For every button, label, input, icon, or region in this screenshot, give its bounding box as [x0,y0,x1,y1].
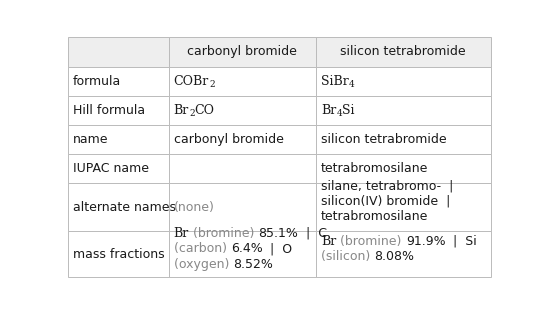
Text: 91.9%: 91.9% [406,234,445,248]
Bar [316,183,490,231]
Text: alternate names: alternate names [73,201,176,214]
Text: carbonyl bromide: carbonyl bromide [174,133,283,146]
Bar [316,154,490,183]
Bar [316,96,490,125]
Text: 8.08%: 8.08% [374,250,414,263]
Text: 85.1%: 85.1% [258,227,298,240]
Text: (carbon): (carbon) [174,242,231,255]
Bar [316,37,490,67]
Text: tetrabromosilane: tetrabromosilane [321,162,428,175]
Bar [168,231,316,277]
Text: Br: Br [174,104,189,117]
Text: carbonyl bromide: carbonyl bromide [187,45,297,58]
Text: Hill formula: Hill formula [73,104,146,117]
Text: (none): (none) [174,201,215,214]
Bar [68,96,168,125]
Text: silicon(IV) bromide  |: silicon(IV) bromide | [321,195,451,208]
Text: (oxygen): (oxygen) [174,258,233,271]
Bar [168,125,316,154]
Text: (silicon): (silicon) [321,250,374,263]
Bar [168,96,316,125]
Bar [316,67,490,96]
Text: (bromine): (bromine) [336,234,406,248]
Text: |  C: | C [298,227,327,240]
Text: (bromine): (bromine) [189,227,258,240]
Text: SiBr: SiBr [321,75,349,88]
Bar [68,67,168,96]
Text: 4: 4 [349,80,355,89]
Bar [168,154,316,183]
Text: silicon tetrabromide: silicon tetrabromide [341,45,466,58]
Text: name: name [73,133,108,146]
Text: 2: 2 [209,80,215,89]
Text: Si: Si [342,104,355,117]
Text: IUPAC name: IUPAC name [73,162,149,175]
Text: formula: formula [73,75,122,88]
Text: silicon tetrabromide: silicon tetrabromide [321,133,447,146]
Text: 8.52%: 8.52% [233,258,273,271]
Text: Br: Br [321,234,336,248]
Text: |  O: | O [263,242,293,255]
Bar [68,125,168,154]
Bar [316,125,490,154]
Text: COBr: COBr [174,75,209,88]
Bar [68,37,168,67]
Text: 4: 4 [336,109,342,118]
Text: silane, tetrabromo-  |: silane, tetrabromo- | [321,179,453,192]
Text: Br: Br [321,104,336,117]
Text: 6.4%: 6.4% [231,242,263,255]
Bar [68,154,168,183]
Text: |  Si: | Si [445,234,477,248]
Bar [168,37,316,67]
Bar [68,231,168,277]
Bar [316,231,490,277]
Text: CO: CO [195,104,215,117]
Text: mass fractions: mass fractions [73,248,165,261]
Bar [168,67,316,96]
Bar [68,183,168,231]
Text: tetrabromosilane: tetrabromosilane [321,210,428,223]
Bar [168,183,316,231]
Text: Br: Br [174,227,189,240]
Text: 2: 2 [189,109,195,118]
